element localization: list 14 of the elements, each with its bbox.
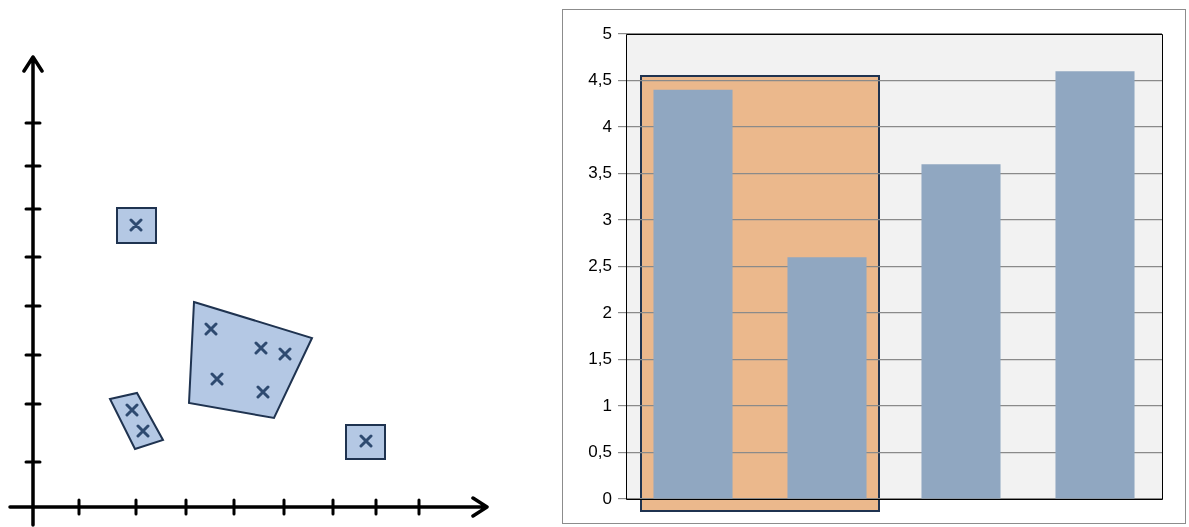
y-tick-label: 4,5 [588,70,612,90]
y-tick-label: 1,5 [588,349,612,369]
y-tick-label: 2 [602,302,612,322]
y-tick-label: 3 [602,209,612,229]
y-tick-label: 0,5 [588,442,612,462]
y-tick-label: 5 [602,23,612,43]
bar [787,257,867,499]
bar [1055,71,1135,499]
y-tick-label: 3,5 [588,163,612,183]
bar [921,164,1001,499]
y-tick-label: 0 [602,488,612,508]
y-tick-label: 1 [602,395,612,415]
y-tick-label: 4 [602,116,612,136]
y-tick-label: 2,5 [588,256,612,276]
